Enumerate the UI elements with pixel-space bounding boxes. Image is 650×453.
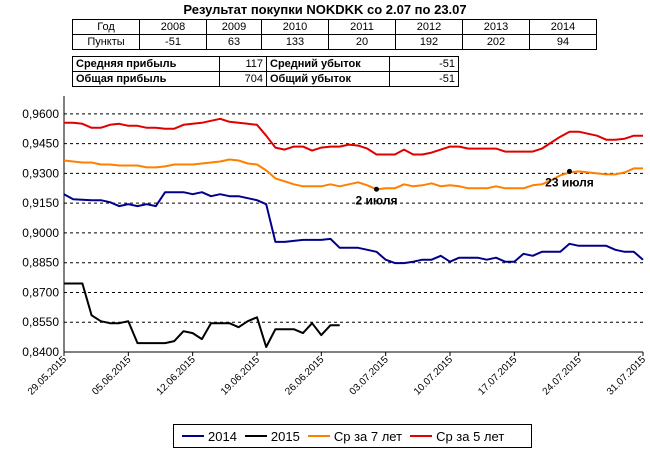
series-line (63, 158, 643, 191)
x-tick-label: 05.06.2015 (90, 354, 133, 397)
points-header: Пункты (72, 34, 140, 50)
points-cell: 133 (261, 34, 329, 50)
legend-label: 2015 (270, 428, 300, 444)
x-tick-label: 26.06.2015 (283, 354, 326, 397)
legend-item: Ср за 5 лет (410, 429, 504, 444)
x-tick-label: 29.05.2015 (26, 354, 69, 397)
year-cell: 2008 (139, 19, 207, 35)
y-tick-label: 0,8400 (22, 345, 59, 359)
x-tick-label: 24.07.2015 (541, 354, 584, 397)
x-tick-label: 17.07.2015 (476, 354, 519, 397)
series-line (64, 117, 643, 156)
y-tick-label: 0,8550 (22, 315, 59, 329)
legend-item: 2015 (244, 428, 300, 444)
summary-row-total: Общая прибыль 704 Общий убыток -51 (72, 71, 459, 87)
y-tick-label: 0,9600 (22, 107, 59, 121)
x-tick-label: 03.07.2015 (348, 354, 391, 397)
total-profit-label: Общая прибыль (72, 71, 220, 87)
y-tick-label: 0,8700 (22, 285, 59, 299)
chart-title: Результат покупки NOKDKK со 2.07 по 23.0… (183, 2, 467, 17)
total-profit-value: 704 (219, 71, 267, 87)
x-tick-label: 10.07.2015 (412, 354, 455, 397)
annotation-marker (566, 168, 572, 174)
x-tick-label: 31.07.2015 (605, 354, 648, 397)
series-line (63, 191, 644, 265)
annotation-label: 23 июля (545, 175, 594, 189)
summary-table: Средняя прибыль 117 Средний убыток -51 О… (72, 56, 459, 87)
points-cell: 202 (462, 34, 530, 50)
x-tick-label: 19.06.2015 (219, 354, 262, 397)
points-row: Пункты -51 63 133 20 192 202 94 (72, 34, 597, 50)
points-cell: 94 (529, 34, 597, 50)
legend-label: 2014 (208, 428, 237, 444)
total-loss-value: -51 (389, 71, 459, 87)
y-tick-label: 0,9450 (22, 137, 59, 151)
legend-swatch (182, 435, 204, 437)
legend-swatch (307, 435, 330, 437)
y-tick-label: 0,9150 (22, 196, 59, 210)
total-loss-label: Общий убыток (266, 71, 390, 87)
y-tick-label: 0,8850 (22, 256, 59, 270)
annotation-label: 2 июля (355, 193, 397, 207)
legend-swatch (244, 435, 267, 437)
summary-row-avg: Средняя прибыль 117 Средний убыток -51 (72, 56, 459, 72)
points-cell: 20 (328, 34, 396, 50)
legend-label: Ср за 5 лет (436, 428, 505, 444)
legend-swatch (410, 435, 433, 437)
legend-item: 2014 (182, 429, 237, 444)
chart-legend: 2014 2015 Ср за 7 лет Ср за 5 лет (173, 424, 532, 448)
x-tick-label: 12.06.2015 (155, 354, 198, 397)
annotation-marker (373, 186, 379, 192)
series-line (64, 282, 340, 348)
y-tick-label: 0,9000 (22, 226, 59, 240)
legend-item: Ср за 7 лет (307, 428, 403, 444)
points-cell: -51 (139, 34, 207, 50)
year-cell: 2012 (395, 19, 463, 35)
year-cell: 2014 (529, 19, 597, 35)
avg-loss-value: -51 (389, 56, 459, 72)
points-cell: 63 (206, 34, 262, 50)
y-tick-label: 0,9300 (22, 166, 59, 180)
legend-label: Ср за 7 лет (333, 428, 403, 444)
points-cell: 192 (395, 34, 463, 50)
year-row: Год 2008 2009 2010 2011 2012 2013 2014 (72, 19, 597, 35)
stats-table: Год 2008 2009 2010 2011 2012 2013 2014 П… (72, 19, 597, 50)
